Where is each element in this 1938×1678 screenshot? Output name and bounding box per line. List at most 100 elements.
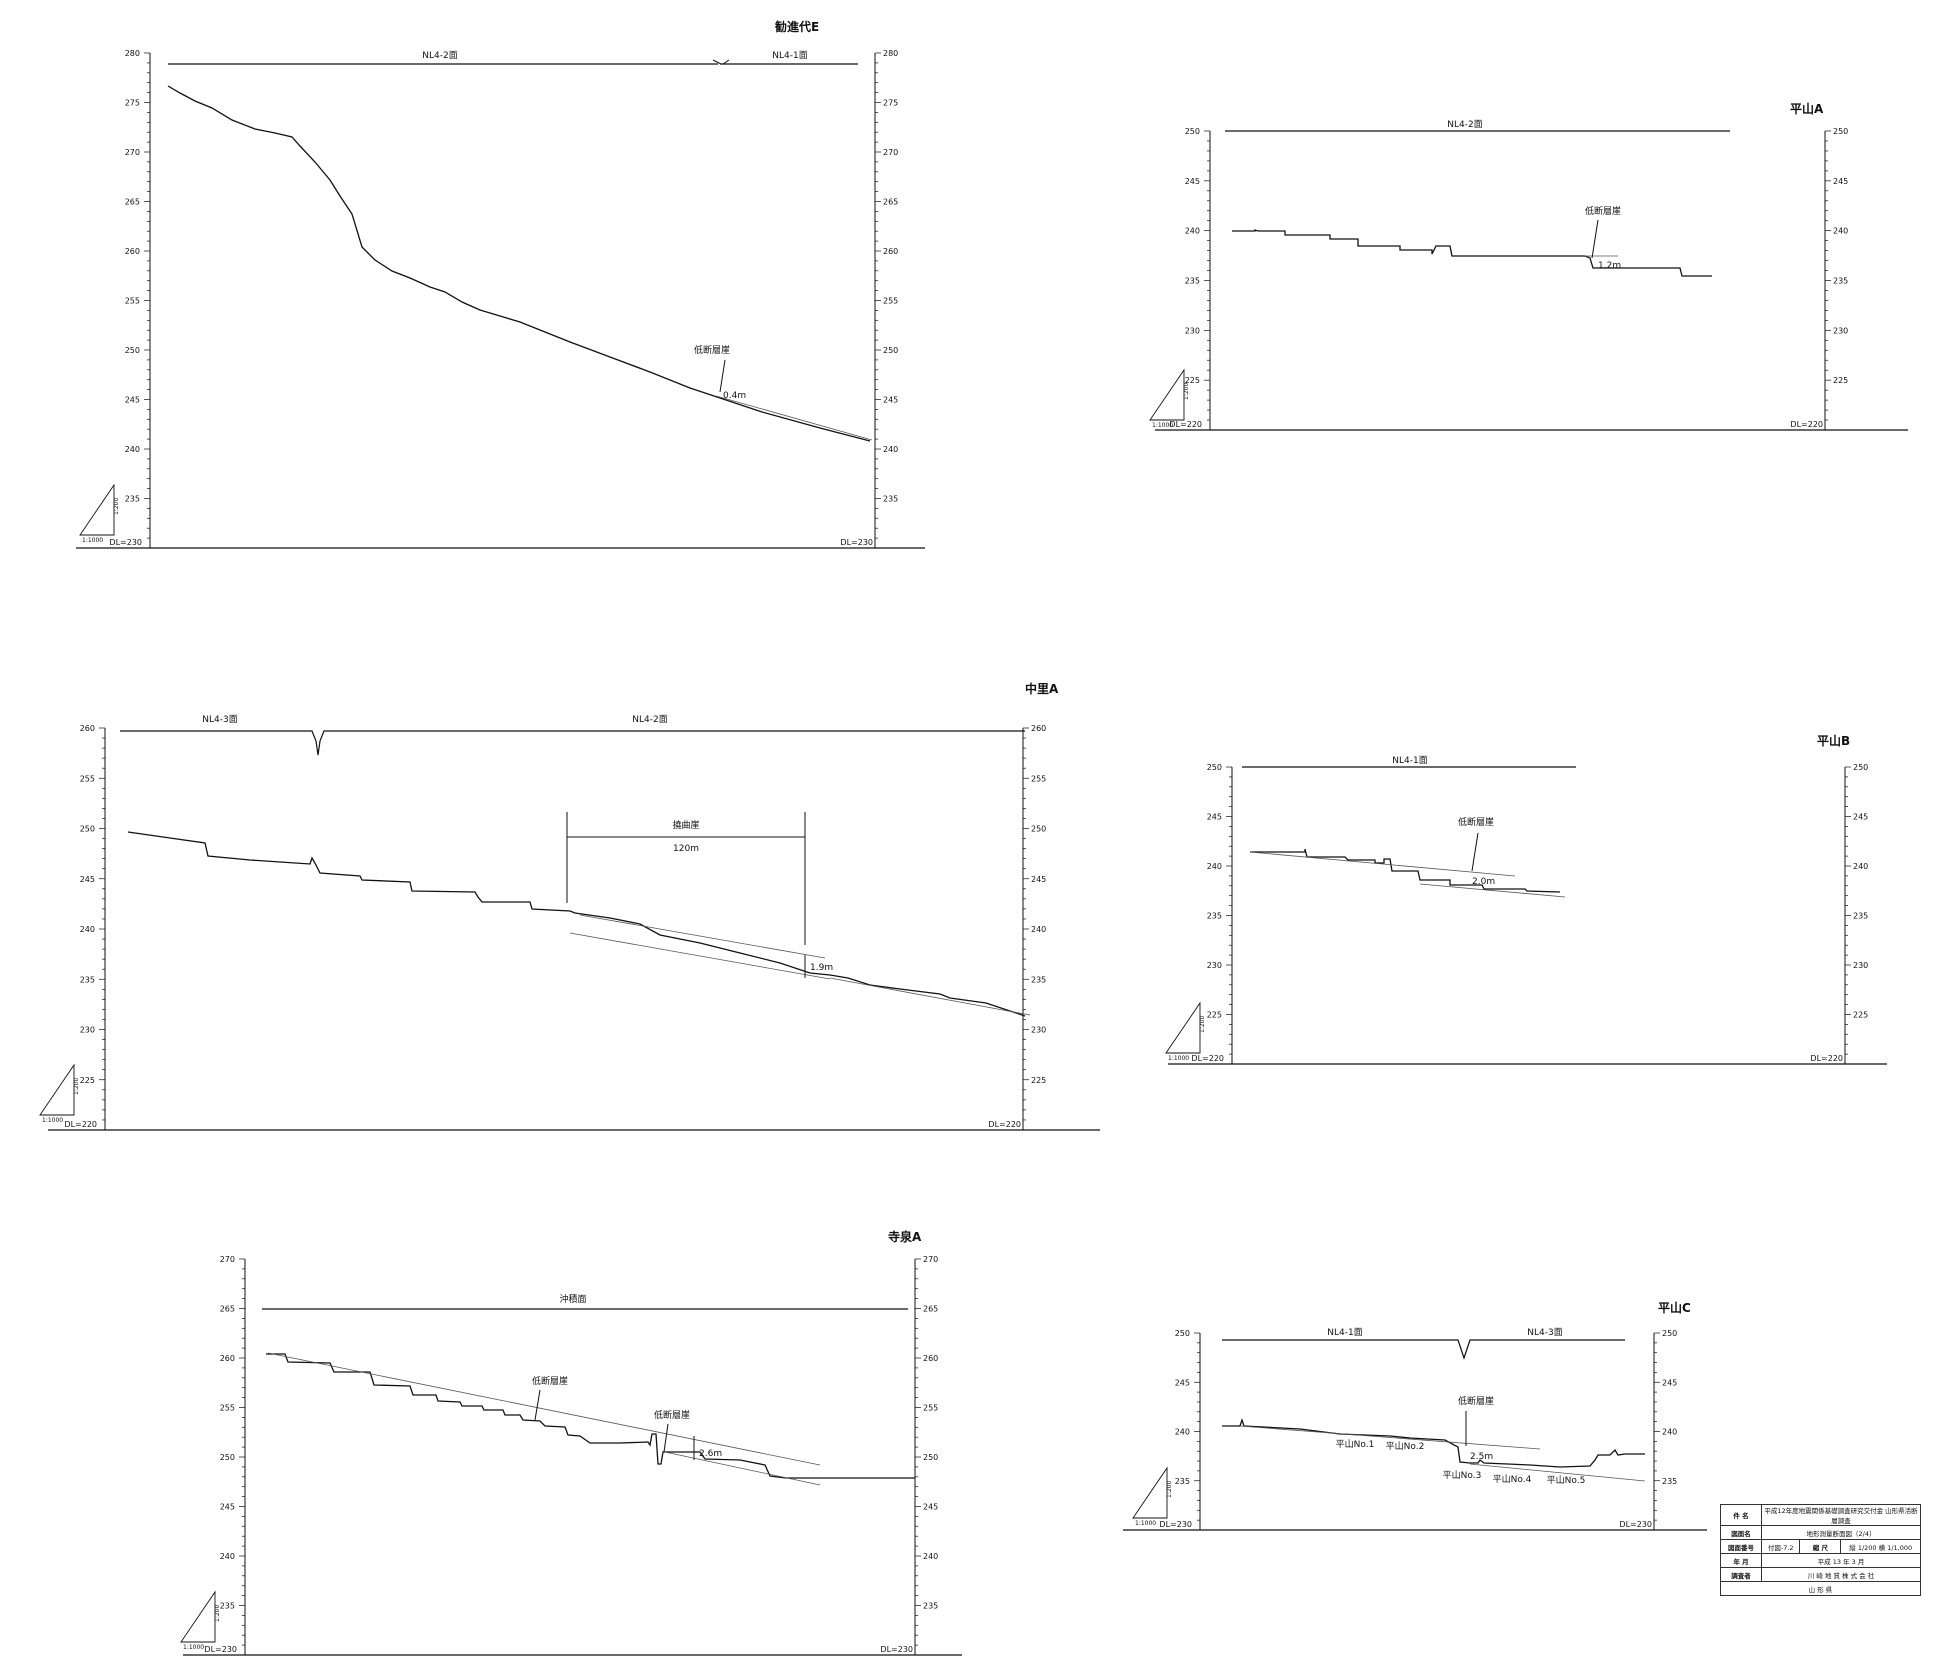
tick-label: 265	[883, 198, 898, 207]
title-block-label: 縮 尺	[1799, 1539, 1842, 1554]
surface-label: NL4-2面	[632, 714, 667, 725]
surface-line	[1222, 1339, 1625, 1360]
tick-label: 230	[1833, 326, 1848, 335]
title-block-row: 件 名 平成12年度地震関係基礎調査研究交付金 山形県活断層調査	[1720, 1504, 1921, 1526]
tick-label: 230	[1207, 961, 1222, 970]
datum-label: DL=220	[1810, 1054, 1843, 1063]
scale-label-horizontal: 1:1000	[42, 1117, 63, 1124]
tick-label: 235	[1207, 912, 1222, 921]
fault-extension-line	[267, 1352, 821, 1466]
surface-label: NL4-2面	[422, 50, 457, 61]
fault-extension-line	[1239, 1425, 1541, 1450]
scale-triangle	[1149, 368, 1185, 421]
tick-label: 260	[80, 724, 95, 733]
tick-label: 245	[1853, 813, 1868, 822]
tick-label: 250	[1031, 825, 1046, 834]
surface-label: NL4-1面	[772, 50, 807, 61]
scale-triangle	[39, 1063, 75, 1116]
tick-label: 270	[220, 1255, 235, 1264]
surface-label: NL4-3面	[202, 714, 237, 725]
scale-label-horizontal: 1:1000	[1152, 422, 1173, 429]
tick-label: 240	[1185, 227, 1200, 236]
fault-extension-line	[829, 977, 1031, 1016]
datum-label: DL=230	[1159, 1520, 1192, 1529]
title-block-row: 調査者 川 崎 地 質 株 式 会 社	[1720, 1567, 1921, 1582]
tick-label: 250	[923, 1453, 938, 1462]
fault-extension-line	[1419, 883, 1566, 898]
title-block-row: 図面番号 付図-7.2 縮 尺 縦 1/200 横 1/1,000	[1720, 1539, 1921, 1554]
title-block-value: 縦 1/200 横 1/1,000	[1840, 1539, 1921, 1554]
datum-label: DL=220	[1169, 420, 1202, 429]
datum-label: DL=230	[204, 1645, 237, 1654]
surface-label: NL4-2面	[1447, 119, 1482, 130]
tick-label: 255	[883, 297, 898, 306]
title-block-value: 付図-7.2	[1760, 1539, 1801, 1554]
annotation-label: 2.5m	[1470, 1452, 1493, 1462]
surface-line	[120, 730, 1025, 756]
annotation-leader	[719, 359, 726, 393]
tick-label: 235	[1185, 277, 1200, 286]
datum-label: DL=230	[880, 1645, 913, 1654]
scale-triangle	[1165, 1001, 1201, 1054]
tick-label: 235	[923, 1602, 938, 1611]
annotation-label: 撓曲崖	[672, 819, 699, 831]
annotation-label: 平山No.3	[1443, 1470, 1482, 1481]
tick-label: 260	[125, 247, 140, 256]
tick-label: 240	[125, 445, 140, 454]
tick-label: 230	[1031, 1026, 1046, 1035]
datum-label: DL=220	[1191, 1054, 1224, 1063]
tick-label: 230	[80, 1026, 95, 1035]
annotation-label: 平山No.4	[1493, 1474, 1532, 1485]
fault-extension-line	[664, 1451, 821, 1486]
scale-triangle	[1132, 1466, 1168, 1519]
title-block-row: 図面名 地形測量断面図（2/4）	[1720, 1525, 1921, 1540]
scale-label-horizontal: 1:1000	[1168, 1055, 1189, 1062]
surface-label: NL4-3面	[1527, 1327, 1562, 1338]
datum-label: DL=220	[988, 1120, 1021, 1129]
tick-label: 240	[1662, 1428, 1677, 1437]
tick-label: 250	[1185, 127, 1200, 136]
panel-nakazato-a: 中里A NL4-3面 NL4-2面 撓曲崖 120m 1.9m	[120, 681, 1059, 1017]
tick-label: 245	[1207, 813, 1222, 822]
scale-label-horizontal: 1:1000	[1135, 1520, 1156, 1527]
annotation-label: 低断層崖	[1585, 205, 1621, 217]
annotation-label: 1.2m	[1598, 261, 1621, 271]
annotation-label: 2.6m	[699, 1449, 722, 1459]
title-block-value: 川 崎 地 質 株 式 会 社	[1761, 1567, 1921, 1582]
ground-profile	[1250, 848, 1561, 893]
title-block-value: 地形測量断面図（2/4）	[1761, 1525, 1921, 1540]
tick-label: 235	[1853, 912, 1868, 921]
tick-label: 265	[923, 1305, 938, 1314]
panel-title: 中里A	[1025, 681, 1059, 696]
tick-label: 225	[1207, 1011, 1222, 1020]
title-block-row: 山 形 県	[1720, 1581, 1921, 1596]
tick-label: 275	[125, 99, 140, 108]
panel-hirayama-a: 平山A NL4-2面 低断層崖 1.2m	[1225, 101, 1824, 277]
tick-label: 260	[220, 1354, 235, 1363]
annotation-leader	[1471, 832, 1479, 872]
scale-label-vertical: 1:200	[1183, 383, 1190, 400]
tick-label: 230	[1853, 961, 1868, 970]
tick-label: 235	[80, 975, 95, 984]
scale-triangle	[79, 483, 115, 536]
panel-title: 寺泉A	[888, 1229, 922, 1244]
annotation-leader	[1591, 219, 1599, 259]
tick-label: 245	[1031, 875, 1046, 884]
panel-title: 平山B	[1817, 733, 1850, 748]
tick-label: 225	[80, 1076, 95, 1085]
tick-label: 240	[1853, 862, 1868, 871]
tick-label: 235	[1662, 1477, 1677, 1486]
scale-label-horizontal: 1:1000	[183, 1644, 204, 1651]
scale-label-vertical: 1:200	[214, 1605, 221, 1622]
tick-label: 260	[1031, 724, 1046, 733]
tick-label: 240	[883, 445, 898, 454]
surface-label: NL4-1面	[1392, 755, 1427, 766]
annotation-label: 低断層崖	[694, 344, 730, 356]
tick-label: 255	[125, 297, 140, 306]
scale-triangle	[180, 1590, 216, 1643]
title-block: 件 名 平成12年度地震関係基礎調査研究交付金 山形県活断層調査 図面名 地形測…	[1720, 1504, 1921, 1596]
tick-label: 270	[923, 1255, 938, 1264]
annotation-label: 平山No.5	[1547, 1475, 1586, 1486]
title-block-label: 図面番号	[1720, 1539, 1762, 1554]
panel-title: 平山C	[1658, 1300, 1691, 1315]
